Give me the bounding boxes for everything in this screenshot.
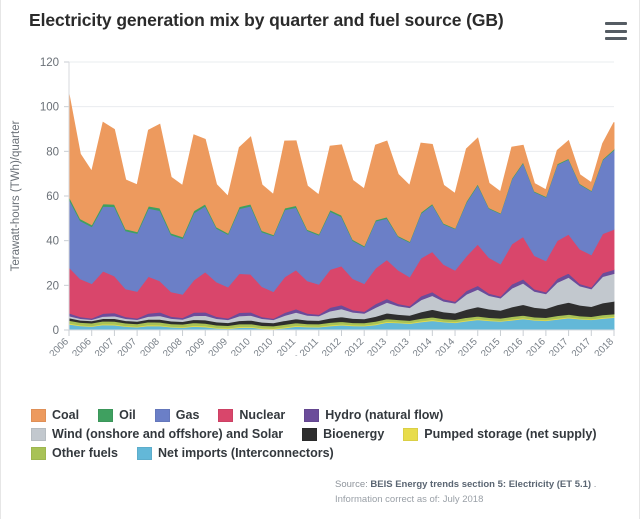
source-prefix: Source: xyxy=(335,479,371,490)
legend-row: Coal Oil Gas Nuclear Hydro (natural flow) xyxy=(31,408,631,422)
y-tick-label: 60 xyxy=(46,191,59,203)
legend-swatch-icon xyxy=(218,408,234,422)
y-tick-label: 100 xyxy=(40,102,59,114)
legend-label: Wind (onshore and offshore) and Solar xyxy=(52,427,284,441)
legend-swatch-icon xyxy=(98,408,114,422)
legend-label: Hydro (natural flow) xyxy=(325,408,444,422)
legend-swatch-icon xyxy=(137,446,152,460)
legend-swatch-icon xyxy=(31,427,46,441)
legend-item[interactable]: Nuclear xyxy=(218,408,285,422)
legend-swatch-icon xyxy=(154,408,170,422)
legend-swatch-icon xyxy=(31,408,46,422)
source-suffix: . xyxy=(591,479,597,490)
chart-footer: Source: BEIS Energy trends section 5: El… xyxy=(335,477,625,507)
legend-label: Gas xyxy=(175,408,200,422)
y-tick-label: 120 xyxy=(40,57,59,69)
menu-bar-3 xyxy=(605,37,627,40)
y-tick-label: 20 xyxy=(46,280,59,292)
legend-item[interactable]: Net imports (Interconnectors) xyxy=(137,446,334,460)
page-title: Electricity generation mix by quarter an… xyxy=(29,10,504,30)
y-tick-label: 40 xyxy=(46,236,59,248)
legend-label: Coal xyxy=(52,408,80,422)
x-tick-label: Q1 2006 xyxy=(36,336,71,356)
chart-legend: Coal Oil Gas Nuclear Hydro (natural flow) Win… xyxy=(31,408,631,465)
legend-swatch-icon xyxy=(403,427,419,441)
legend-item[interactable]: Pumped storage (net supply) xyxy=(403,427,597,441)
stacked-area-chart: 0 20 40 60 80 100 120 Terawatt-hours (TWh)/quar… xyxy=(10,57,616,356)
menu-bar-2 xyxy=(605,29,627,33)
legend-row: Wind (onshore and offshore) and Solar Bio… xyxy=(31,427,631,441)
legend-item[interactable]: Bioenergy xyxy=(302,427,384,441)
info-line: Information correct as of: July 2018 xyxy=(335,494,484,505)
legend-item[interactable]: Hydro (natural flow) xyxy=(304,408,443,422)
legend-label: Net imports (Interconnectors) xyxy=(158,446,334,460)
legend-label: Pumped storage (net supply) xyxy=(424,427,597,441)
legend-label: Bioenergy xyxy=(323,427,385,441)
y-axis-title: Terawatt-hours (TWh)/quarter xyxy=(10,120,22,271)
legend-label: Nuclear xyxy=(239,408,286,422)
legend-item[interactable]: Coal xyxy=(31,408,79,422)
legend-item[interactable]: Wind (onshore and offshore) and Solar xyxy=(31,427,283,441)
legend-label: Oil xyxy=(119,408,136,422)
legend-swatch-icon xyxy=(31,446,46,460)
source-link[interactable]: BEIS Energy trends section 5: Electricit… xyxy=(370,479,592,490)
menu-bar-1 xyxy=(605,22,627,25)
legend-label: Other fuels xyxy=(52,446,118,460)
legend-item[interactable]: Other fuels xyxy=(31,446,118,460)
source-line: Source: BEIS Energy trends section 5: El… xyxy=(335,477,625,492)
legend-swatch-icon xyxy=(302,427,318,441)
area-series xyxy=(68,93,615,247)
legend-item[interactable]: Oil xyxy=(98,408,136,422)
hamburger-menu-icon[interactable] xyxy=(605,22,627,40)
legend-row: Other fuels Net imports (Interconnectors) xyxy=(31,446,631,460)
legend-item[interactable]: Gas xyxy=(154,408,200,422)
y-tick-label: 0 xyxy=(53,325,59,337)
chart-plot-area: 0 20 40 60 80 100 120 Terawatt-hours (TWh)/quar… xyxy=(1,46,640,356)
legend-swatch-icon xyxy=(304,408,320,422)
y-tick-label: 80 xyxy=(46,146,59,158)
